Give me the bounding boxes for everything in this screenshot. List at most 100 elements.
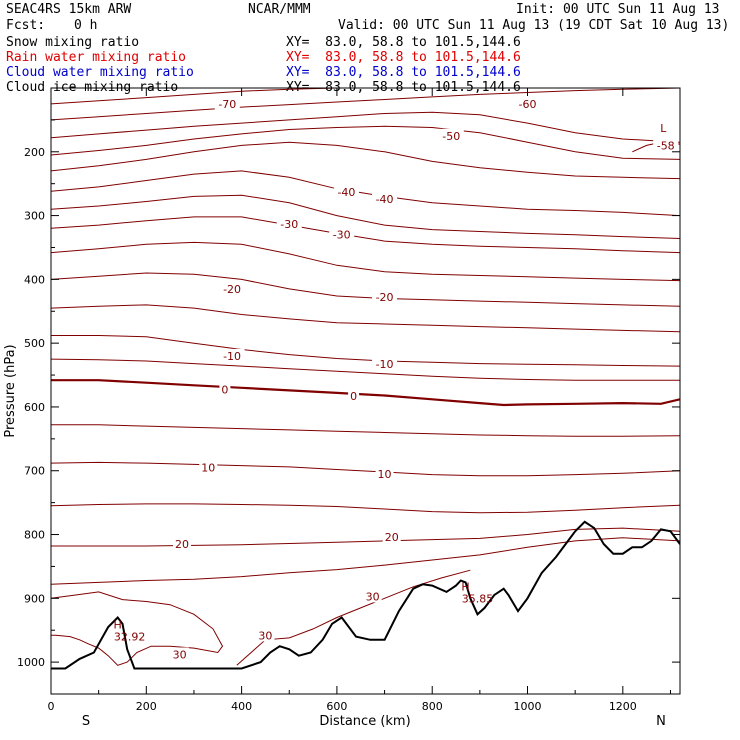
- x-tick-label-5: 1000: [514, 700, 542, 713]
- contour-line-12: [51, 335, 680, 367]
- high-value-0: 32.92: [114, 631, 146, 644]
- contour-line-3: [51, 111, 680, 143]
- contour-label-5: -40: [376, 193, 394, 206]
- y-tick-label-8: 1000: [17, 656, 45, 669]
- field-name-cloud-water: Cloud water mixing ratio: [6, 65, 194, 80]
- contour-label-bg-6: [276, 216, 302, 230]
- low-symbol-0: L: [660, 122, 667, 135]
- contour-line-21: [236, 569, 471, 666]
- contour-line-8: [51, 216, 680, 254]
- y-tick-label-1: 300: [24, 210, 45, 223]
- x-tick-label-6: 1200: [609, 700, 637, 713]
- contour-label-bg-5: [372, 191, 398, 205]
- contour-label-16: 20: [175, 538, 189, 551]
- contour-labels: -70 -60 -58 -50 -40 -40 -30 -30 -20 -20 -10 -10 0 0 10…: [113, 96, 679, 661]
- high-value-1: 35.85: [462, 592, 494, 605]
- contour-label-bg-18: [170, 647, 189, 661]
- contour-line-14: [51, 379, 680, 407]
- contour-label-1: -60: [519, 98, 537, 111]
- x-tick-label-2: 400: [231, 700, 252, 713]
- plot-frame: [50, 87, 681, 695]
- forecast-value: 0 h: [74, 18, 98, 33]
- y-tick-label-7: 900: [24, 592, 45, 605]
- contour-line-9: [51, 241, 680, 282]
- contour-line-7: [51, 194, 680, 239]
- contour-label-14: 10: [201, 462, 215, 475]
- contour-label-18: 30: [173, 648, 187, 661]
- south-end-label: S: [82, 714, 90, 729]
- y-tick-label-4: 600: [24, 401, 45, 414]
- contour-line-0: [51, 88, 680, 105]
- contour-line-15: [51, 424, 680, 437]
- contour-line-10: [51, 272, 680, 307]
- contour-label-0: -70: [218, 98, 236, 111]
- contour-label-bg-16: [173, 537, 192, 551]
- x-tick-label-1: 200: [136, 700, 157, 713]
- x-tick-label-4: 800: [422, 700, 443, 713]
- x-axis-label: Distance (km): [319, 714, 410, 729]
- contour-label-4: -40: [337, 186, 355, 199]
- contour-line-20: [51, 591, 224, 666]
- contour-label-11: -10: [376, 358, 394, 371]
- init-time: Init: 00 UTC Sun 11 Aug 13: [516, 2, 720, 17]
- contour-label-bg-15: [375, 466, 394, 480]
- contour-label-bg-12: [219, 382, 231, 396]
- contour-line-5: [51, 141, 680, 180]
- contour-label-20: 30: [366, 590, 380, 603]
- contour-label-15: 10: [378, 468, 392, 481]
- y-tick-label-0: 200: [24, 146, 45, 159]
- contour-label-bg-2: [653, 138, 679, 152]
- contour-line-19: [51, 537, 680, 585]
- y-tick-label-3: 500: [24, 337, 45, 350]
- field-name-rain: Rain water mixing ratio: [6, 50, 187, 65]
- contour-lines: [51, 88, 680, 666]
- contour-label-bg-13: [348, 389, 360, 403]
- north-end-label: N: [656, 714, 666, 729]
- contour-label-bg-1: [515, 96, 541, 110]
- axes: 0 200 400 600 800 1000 12002003004005006007008…: [17, 88, 680, 713]
- contour-label-bg-4: [333, 184, 359, 198]
- contour-label-bg-8: [219, 281, 245, 295]
- field-xy-cloud-water: XY= 83.0, 58.8 to 101.5,144.6: [286, 65, 521, 80]
- contour-line-18: [51, 527, 680, 547]
- y-tick-label-2: 400: [24, 273, 45, 286]
- field-xy-rain: XY= 83.0, 58.8 to 101.5,144.6: [286, 50, 521, 65]
- contour-label-10: -10: [223, 350, 241, 363]
- terrain-profile: [51, 520, 680, 670]
- contour-label-bg-11: [372, 357, 398, 371]
- valid-time: Valid: 00 UTC Sun 11 Aug 13 (19 CDT Sat …: [338, 18, 730, 33]
- contour-label-6: -30: [280, 218, 298, 231]
- contour-label-bg-17: [382, 530, 401, 544]
- contour-label-3: -50: [442, 130, 460, 143]
- contour-label-bg-3: [438, 128, 464, 142]
- contour-label-bg-10: [219, 348, 245, 362]
- field-xy-snow: XY= 83.0, 58.8 to 101.5,144.6: [286, 35, 521, 50]
- contour-line-16: [51, 461, 680, 477]
- contour-label-bg-20: [363, 589, 382, 603]
- contour-label-bg-0: [214, 96, 240, 110]
- y-axis-label: Pressure (hPa): [3, 344, 18, 437]
- contour-line-4: [51, 125, 680, 160]
- contour-label-2: -58: [657, 139, 675, 152]
- model-title: SEAC4RS 15km ARW: [6, 2, 132, 17]
- contour-label-8: -20: [223, 283, 241, 296]
- contour-label-12: 0: [221, 384, 228, 397]
- contour-line-6: [51, 170, 680, 217]
- contour-label-bg-19: [256, 628, 275, 642]
- forecast-label: Fcst:: [6, 18, 46, 33]
- y-tick-label-6: 800: [24, 529, 45, 542]
- contour-label-7: -30: [333, 229, 351, 242]
- field-name-snow: Snow mixing ratio: [6, 35, 140, 50]
- y-tick-label-5: 700: [24, 465, 45, 478]
- high-symbol-0: H: [113, 619, 121, 632]
- contour-line-1: [51, 88, 680, 121]
- contour-label-bg-7: [329, 227, 355, 241]
- contour-label-9: -20: [376, 291, 394, 304]
- contour-label-bg-14: [199, 460, 218, 474]
- high-symbol-1: H: [461, 580, 469, 593]
- contour-label-17: 20: [385, 531, 399, 544]
- x-tick-label-0: 0: [48, 700, 55, 713]
- org-label: NCAR/MMM: [248, 2, 311, 17]
- contour-label-13: 0: [350, 390, 357, 403]
